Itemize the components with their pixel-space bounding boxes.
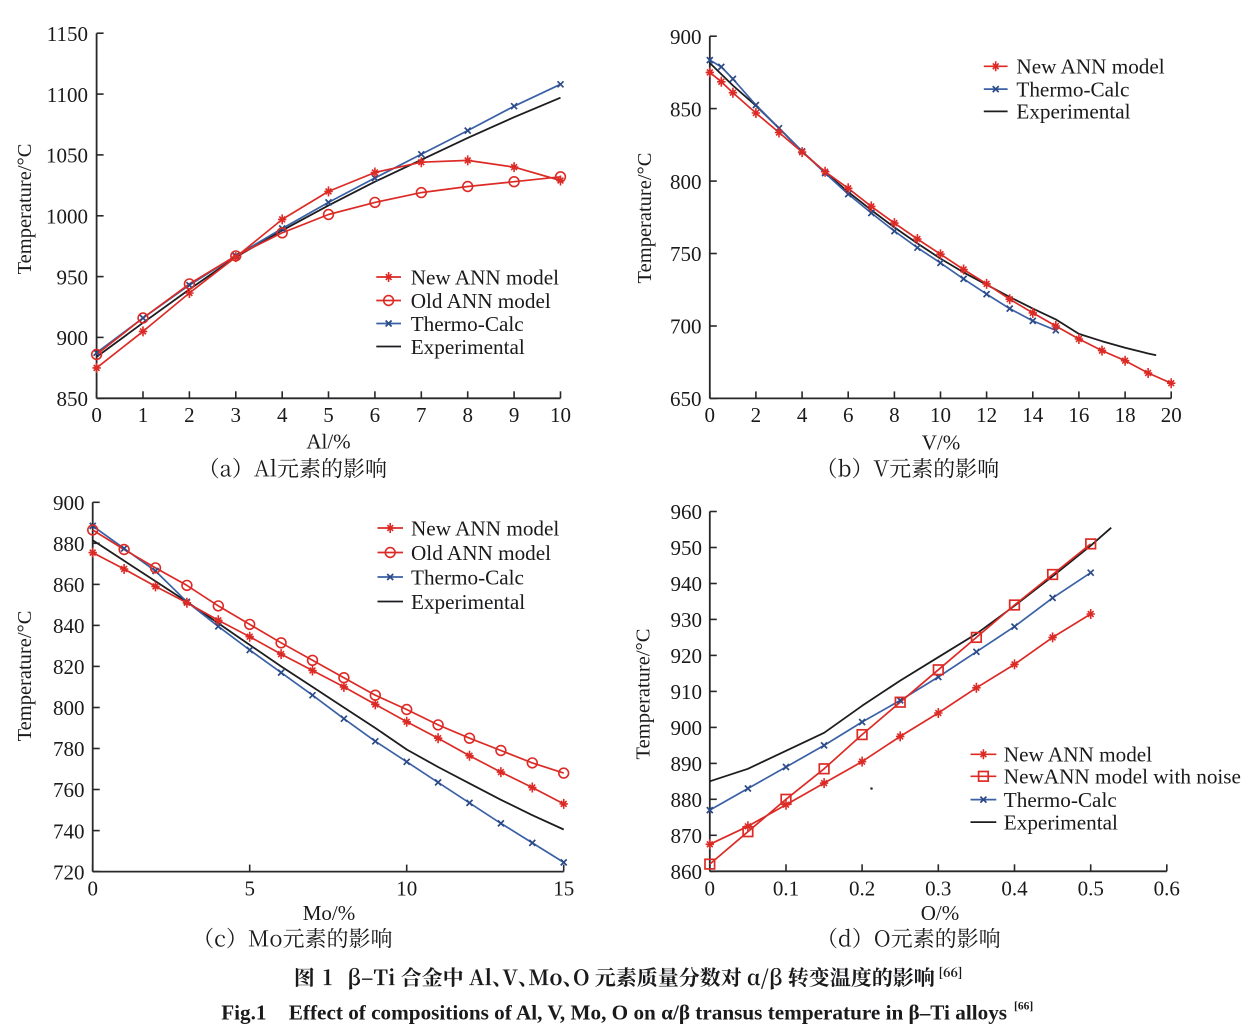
svg-text:900: 900 [670,25,702,49]
svg-text:930: 930 [671,608,703,632]
svg-text:1150: 1150 [47,22,88,46]
svg-text:0: 0 [87,877,98,901]
svg-text:740: 740 [53,819,85,843]
svg-text:920: 920 [671,644,703,668]
svg-text:3: 3 [231,403,242,427]
svg-text:9: 9 [509,403,520,427]
svg-text:Experimental: Experimental [1004,810,1118,834]
svg-text:1050: 1050 [46,144,88,168]
svg-text:10: 10 [930,403,951,427]
svg-text:960: 960 [671,500,703,524]
svg-text:15: 15 [553,877,574,901]
svg-text:10: 10 [396,877,417,901]
svg-text:New ANN model: New ANN model [411,516,559,540]
svg-text:Fig.1: Fig.1 [221,1001,266,1025]
svg-text:800: 800 [670,170,702,194]
svg-text:8: 8 [889,403,900,427]
svg-text:Temperature/°C: Temperature/°C [634,153,656,284]
svg-text:[66]: [66] [1014,1001,1033,1013]
svg-text:890: 890 [671,752,703,776]
svg-text:New ANN model: New ANN model [411,265,559,289]
svg-text:8: 8 [462,403,473,427]
svg-text:1100: 1100 [47,83,88,107]
svg-text:Experimental: Experimental [411,590,525,614]
svg-text:0.4: 0.4 [1001,877,1028,901]
svg-text:1000: 1000 [46,204,88,228]
svg-text:5: 5 [244,877,255,901]
svg-text:Temperature/°C: Temperature/°C [633,629,655,760]
svg-text:0.6: 0.6 [1154,877,1180,901]
svg-text:Al/%: Al/% [306,430,350,454]
svg-text:V/%: V/% [922,431,961,455]
svg-text:950: 950 [671,536,703,560]
svg-text:NewANN model with noise: NewANN model with noise [1004,765,1241,789]
svg-text:860: 860 [671,860,703,884]
svg-text:Old ANN model: Old ANN model [411,289,551,313]
svg-text:820: 820 [53,655,85,679]
svg-text:New ANN model: New ANN model [1004,743,1152,767]
svg-text:880: 880 [671,788,703,812]
svg-text:4: 4 [797,403,808,427]
svg-text:0: 0 [705,403,716,427]
svg-text:760: 760 [53,778,85,802]
svg-text:20: 20 [1161,403,1182,427]
svg-text:10: 10 [550,403,571,427]
svg-text:870: 870 [671,824,703,848]
svg-text:750: 750 [670,242,702,266]
svg-text:0: 0 [705,877,716,901]
svg-text:Temperature/°C: Temperature/°C [14,611,36,742]
svg-text:18: 18 [1115,403,1136,427]
svg-text:Thermo-Calc: Thermo-Calc [411,312,524,336]
svg-text:780: 780 [53,737,85,761]
svg-text:900: 900 [57,326,89,350]
svg-text:0.5: 0.5 [1078,877,1104,901]
svg-text:0.1: 0.1 [773,877,799,901]
svg-text:720: 720 [53,860,85,884]
svg-text:7: 7 [416,403,427,427]
svg-text:700: 700 [670,315,702,339]
svg-text:4: 4 [277,403,288,427]
svg-text:14: 14 [1022,403,1044,427]
svg-text:0.2: 0.2 [849,877,875,901]
svg-text:Temperature/°C: Temperature/°C [14,144,36,275]
svg-text:800: 800 [53,696,85,720]
svg-text:650: 650 [670,387,702,411]
svg-text:850: 850 [57,387,89,411]
svg-text:2: 2 [184,403,195,427]
svg-text:900: 900 [53,491,85,515]
svg-text:940: 940 [671,572,703,596]
svg-text:Mo/%: Mo/% [303,901,356,925]
svg-text:12: 12 [976,403,997,427]
svg-text:New ANN model: New ANN model [1016,55,1164,79]
svg-text:6: 6 [370,403,381,427]
svg-text:860: 860 [53,573,85,597]
svg-text:Thermo-Calc: Thermo-Calc [1004,788,1117,812]
svg-text:880: 880 [53,532,85,556]
svg-text:2: 2 [751,403,762,427]
svg-text:950: 950 [57,265,89,289]
svg-text:0.3: 0.3 [925,877,951,901]
svg-text:Thermo-Calc: Thermo-Calc [411,565,524,589]
svg-text:O/%: O/% [921,901,960,925]
svg-text:Experimental: Experimental [1016,100,1130,124]
svg-text:6: 6 [843,403,854,427]
svg-text:840: 840 [53,614,85,638]
svg-text:Effect of compositions of Al,: Effect of compositions of Al, V, Mo, O o… [289,1001,1007,1025]
svg-text:0: 0 [91,403,102,427]
svg-text:Thermo-Calc: Thermo-Calc [1016,77,1129,101]
svg-text:850: 850 [670,97,702,121]
svg-text:1: 1 [138,403,149,427]
svg-text:Experimental: Experimental [411,335,525,359]
svg-text:16: 16 [1068,403,1089,427]
svg-text:5: 5 [323,403,334,427]
svg-text:Old ANN model: Old ANN model [411,541,551,565]
svg-text:900: 900 [671,716,703,740]
svg-text:910: 910 [671,680,703,704]
